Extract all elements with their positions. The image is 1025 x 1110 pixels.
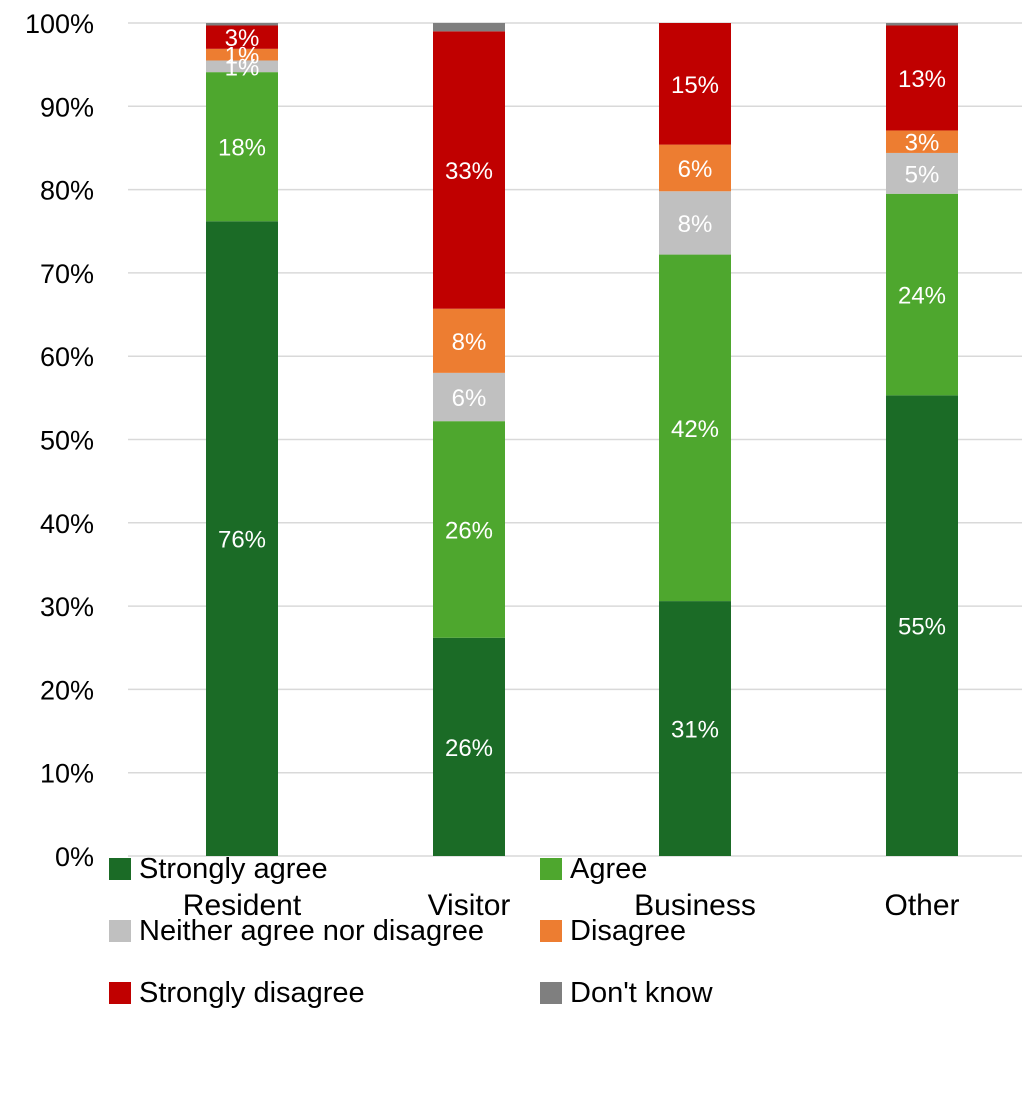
y-tick-label: 90% bbox=[40, 92, 94, 122]
x-category-label: Visitor bbox=[428, 889, 511, 922]
bar-resident-strongly-agree bbox=[206, 221, 278, 856]
data-label-other-strongly-disagree: 13% bbox=[898, 66, 946, 93]
data-label-business-strongly-disagree: 15% bbox=[671, 72, 719, 99]
y-tick-label: 70% bbox=[40, 259, 94, 289]
bar-visitor-don-t-know bbox=[433, 23, 505, 32]
bar-resident-strongly-disagree bbox=[206, 25, 278, 49]
data-label-resident-agree: 18% bbox=[218, 135, 266, 162]
bar-visitor-disagree bbox=[433, 308, 505, 373]
bar-resident-agree bbox=[206, 72, 278, 222]
bar-other-agree bbox=[886, 193, 958, 396]
bar-business-strongly-disagree bbox=[659, 23, 731, 145]
bar-resident-disagree bbox=[206, 48, 278, 61]
legend-swatch-agree bbox=[540, 858, 562, 880]
y-tick-label: 10% bbox=[40, 759, 94, 789]
bars bbox=[206, 23, 958, 856]
legend-label-don-t-know: Don't know bbox=[570, 977, 714, 1009]
bar-other-strongly-agree bbox=[886, 395, 958, 856]
bar-visitor-neither-agree-nor-disagree bbox=[433, 372, 505, 422]
legend: Strongly agree Agree Neither agree nor dis… bbox=[109, 853, 714, 1009]
data-label-other-agree: 24% bbox=[898, 283, 946, 310]
bar-visitor-strongly-disagree bbox=[433, 31, 505, 309]
y-tick-label: 50% bbox=[40, 426, 94, 456]
x-category-label: Business bbox=[634, 889, 756, 922]
bar-business-agree bbox=[659, 254, 731, 602]
bar-business-strongly-agree bbox=[659, 601, 731, 856]
y-tick-label: 20% bbox=[40, 675, 94, 705]
bar-business-neither-agree-nor-disagree bbox=[659, 191, 731, 255]
data-label-resident-strongly-disagree: 3% bbox=[225, 25, 260, 52]
legend-swatch-don-t-know bbox=[540, 982, 562, 1004]
data-label-resident-strongly-agree: 76% bbox=[218, 527, 266, 554]
data-label-other-disagree: 3% bbox=[905, 130, 940, 157]
bar-visitor-strongly-agree bbox=[433, 637, 505, 856]
legend-swatch-neither-agree-nor-disagree bbox=[109, 920, 131, 942]
bar-other-strongly-disagree bbox=[886, 25, 958, 131]
legend-swatch-strongly-agree bbox=[109, 858, 131, 880]
data-label-visitor-neither-agree-nor-disagree: 6% bbox=[452, 385, 487, 412]
data-label-business-disagree: 6% bbox=[678, 156, 713, 183]
legend-swatch-strongly-disagree bbox=[109, 982, 131, 1004]
data-label-business-neither-agree-nor-disagree: 8% bbox=[678, 211, 713, 238]
bar-business-disagree bbox=[659, 144, 731, 192]
bar-other-neither-agree-nor-disagree bbox=[886, 152, 958, 194]
y-tick-label: 100% bbox=[25, 9, 94, 39]
y-tick-label: 30% bbox=[40, 592, 94, 622]
y-tick-label: 0% bbox=[55, 842, 94, 872]
bar-other-disagree bbox=[886, 130, 958, 153]
x-axis-category-labels: Resident Visitor Business Other bbox=[183, 889, 960, 922]
data-label-resident-disagree: 1% bbox=[225, 43, 260, 70]
y-axis-tick-labels: 0% 10% 20% 30% 40% 50% 60% 70% 80% 90% 100% bbox=[25, 9, 94, 872]
data-label-resident-neither-agree-nor-disagree: 1% bbox=[225, 54, 260, 81]
x-category-label: Resident bbox=[183, 889, 302, 922]
bar-visitor-agree bbox=[433, 421, 505, 638]
bar-resident-don-t-know bbox=[206, 23, 278, 26]
data-label-visitor-disagree: 8% bbox=[452, 329, 487, 356]
data-label-visitor-agree: 26% bbox=[445, 517, 493, 544]
x-category-label: Other bbox=[884, 889, 959, 922]
bar-other-don-t-know bbox=[886, 23, 958, 26]
data-labels: 76%18%1%1%3%26%26%6%8%33%31%42%8%6%15%55… bbox=[218, 25, 946, 762]
data-label-business-agree: 42% bbox=[671, 416, 719, 443]
legend-label-neither-agree-nor-disagree: Neither agree nor disagree bbox=[139, 915, 484, 947]
y-tick-label: 80% bbox=[40, 176, 94, 206]
legend-label-agree: Agree bbox=[570, 853, 647, 885]
legend-label-strongly-agree: Strongly agree bbox=[139, 853, 328, 885]
y-tick-label: 60% bbox=[40, 342, 94, 372]
data-label-visitor-strongly-agree: 26% bbox=[445, 735, 493, 762]
data-label-visitor-strongly-disagree: 33% bbox=[445, 158, 493, 185]
data-label-business-strongly-agree: 31% bbox=[671, 717, 719, 744]
y-tick-label: 40% bbox=[40, 509, 94, 539]
legend-label-disagree: Disagree bbox=[570, 915, 686, 947]
legend-label-strongly-disagree: Strongly disagree bbox=[139, 977, 365, 1009]
data-label-other-neither-agree-nor-disagree: 5% bbox=[905, 161, 940, 188]
legend-swatch-disagree bbox=[540, 920, 562, 942]
bar-resident-neither-agree-nor-disagree bbox=[206, 60, 278, 73]
data-label-other-strongly-agree: 55% bbox=[898, 614, 946, 641]
